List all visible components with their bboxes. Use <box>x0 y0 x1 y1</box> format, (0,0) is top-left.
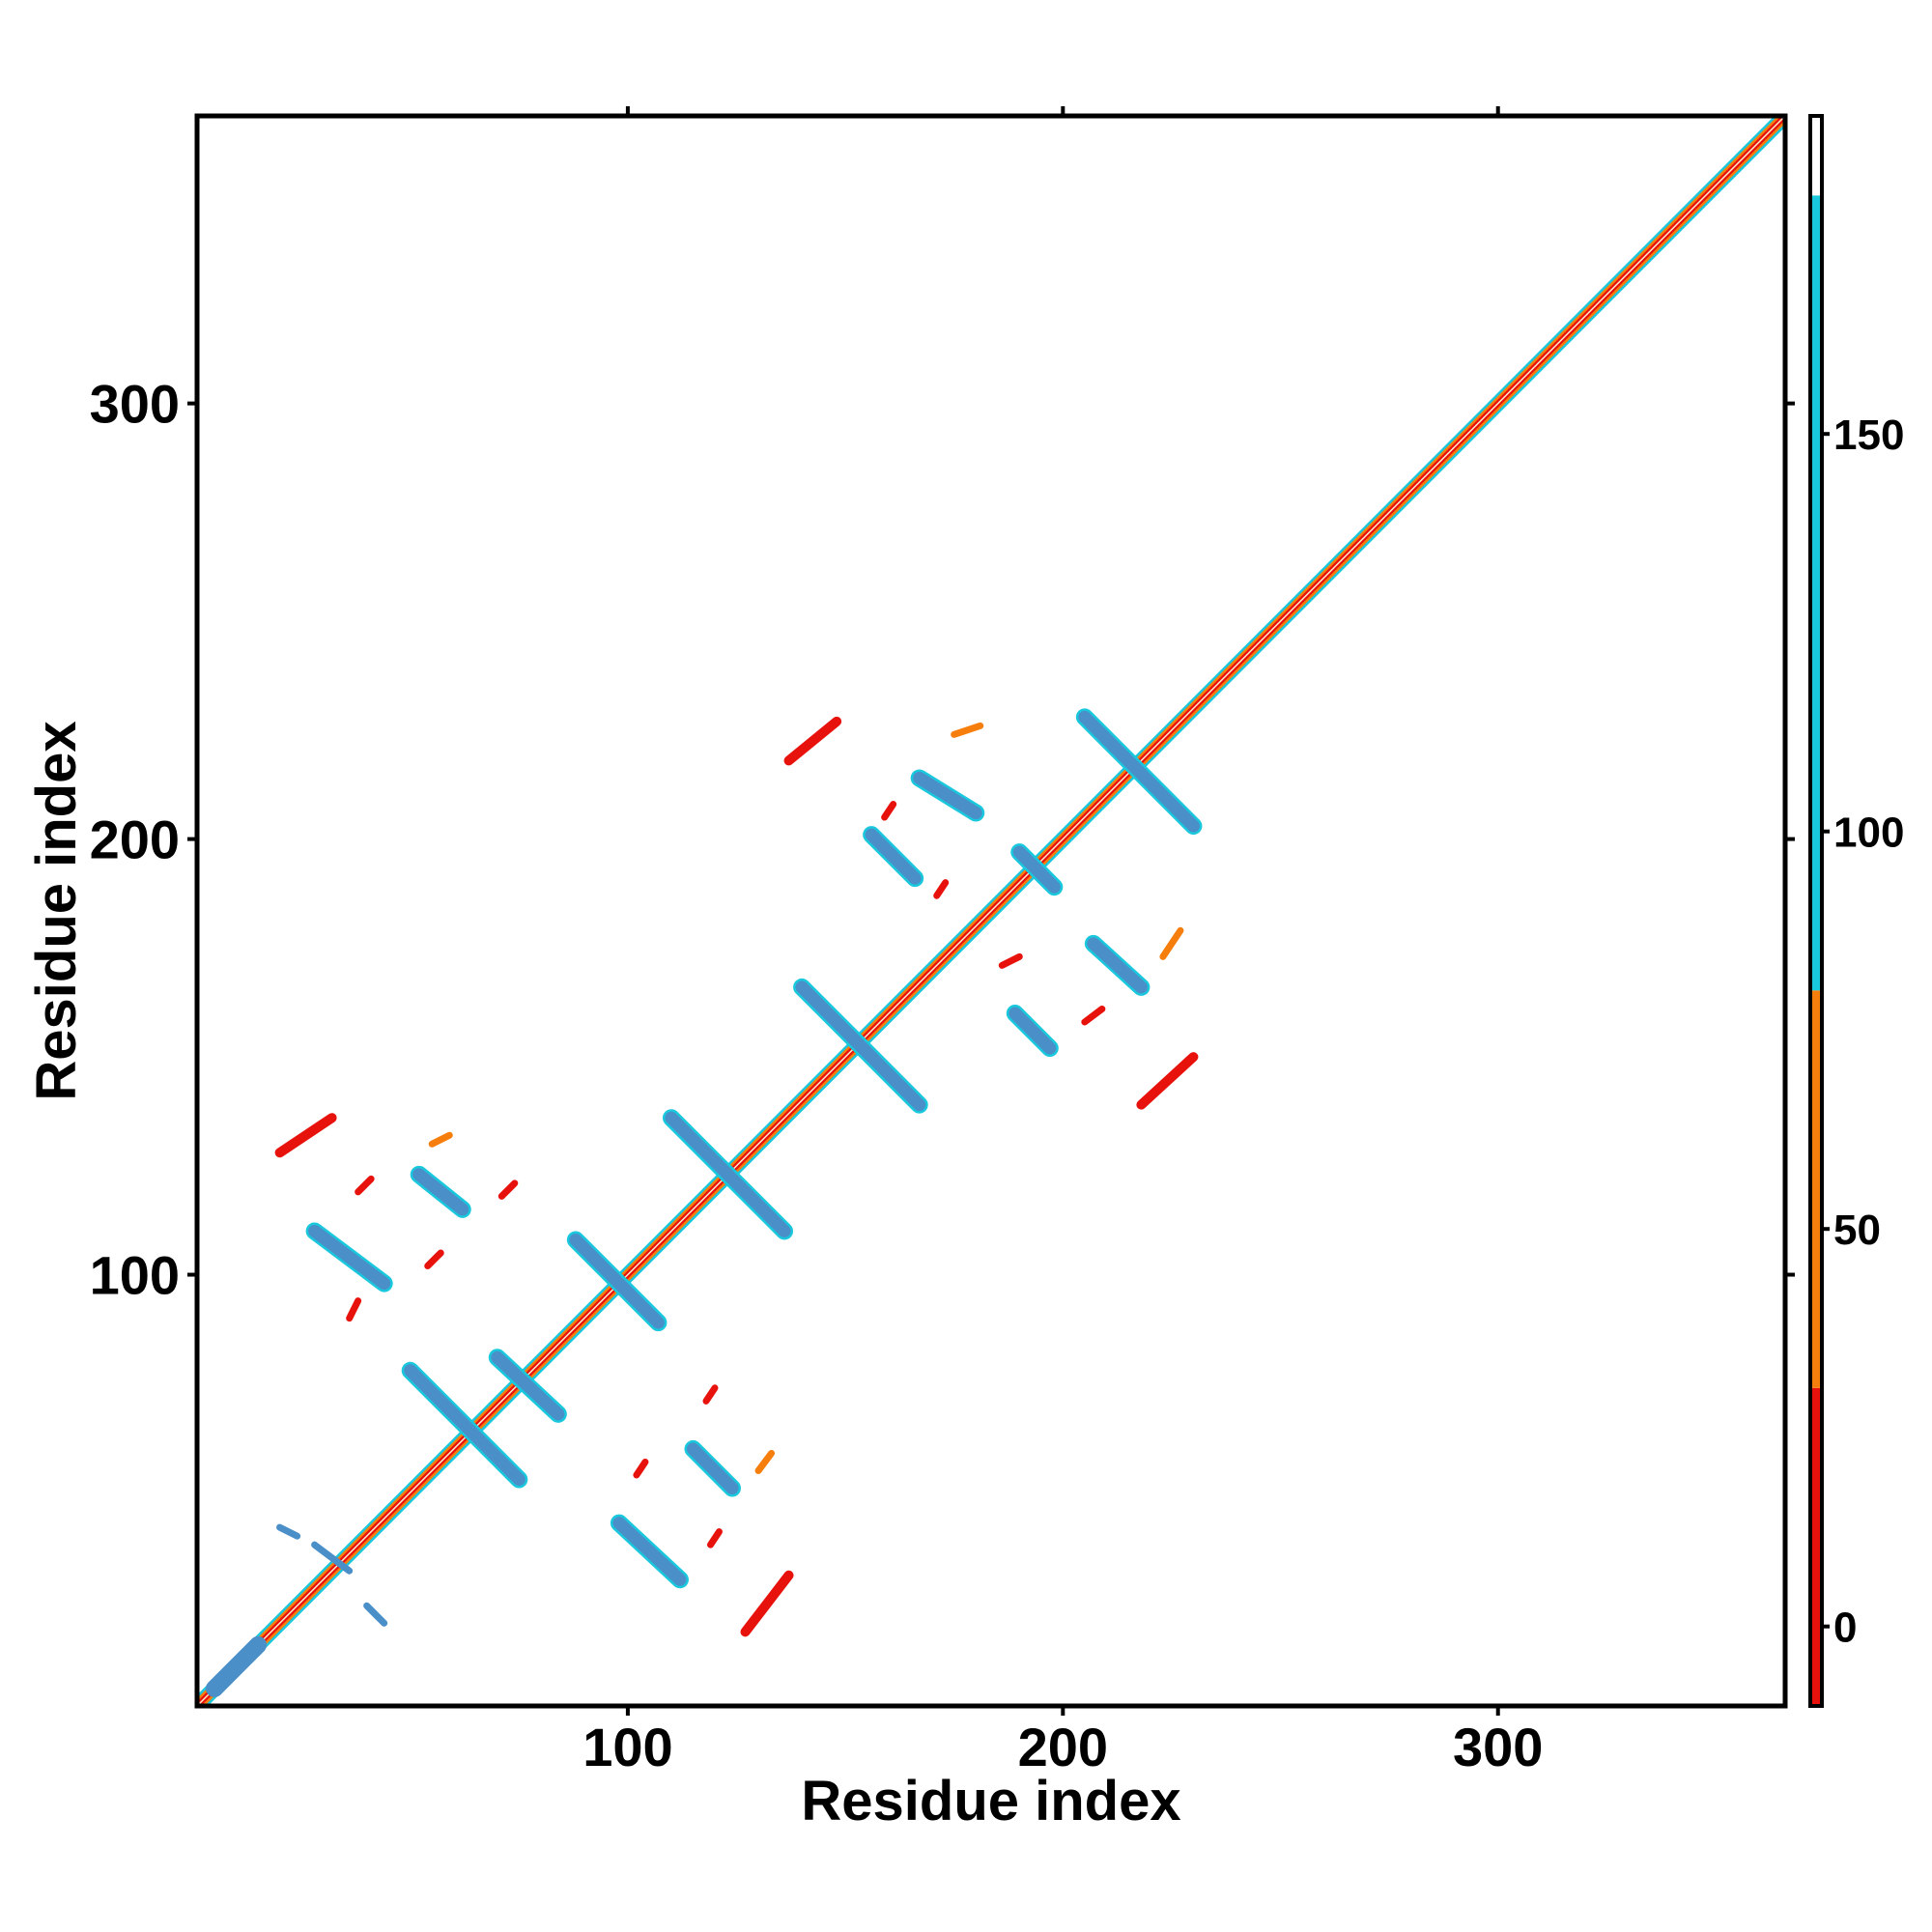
contact-feature-29 <box>702 1384 719 1405</box>
contact-feature-19 <box>274 1113 337 1158</box>
contact-feature-20 <box>428 1131 453 1148</box>
colorbar-frame <box>1808 114 1824 1708</box>
y-axis-label: Residue index <box>25 721 88 1100</box>
colorbar-band-2 <box>1810 195 1822 991</box>
y-tick-label-0: 100 <box>90 1245 180 1306</box>
contact-feature-28 <box>633 1458 649 1479</box>
x-tick-label-0: 100 <box>582 1717 672 1777</box>
contact-feature-27 <box>706 1528 723 1548</box>
colorbar-tick-label-0: 0 <box>1833 1605 1857 1652</box>
colorbar-tick-label-2: 100 <box>1833 810 1904 857</box>
contact-feature-30 <box>783 716 842 766</box>
x-axis-label: Residue index <box>801 1770 1180 1833</box>
contact-feature-31 <box>951 722 984 738</box>
contact-feature-14 <box>686 1442 739 1495</box>
colorbar-tick-labels: 0 50 100 150 <box>1822 412 1904 1652</box>
heatmap-plot-area <box>197 116 1785 1706</box>
contact-feature-7 <box>1012 845 1061 894</box>
contact-feature-5 <box>795 980 926 1112</box>
y-axis-tick-labels: 100 200 300 <box>90 374 180 1306</box>
contact-feature-23 <box>497 1179 519 1200</box>
x-tick-label-1: 200 <box>1018 1717 1108 1777</box>
contact-feature-15 <box>913 771 982 820</box>
contact-feature-22 <box>424 1249 444 1270</box>
x-tick-label-2: 300 <box>1453 1717 1543 1777</box>
contact-feature-2 <box>491 1350 565 1421</box>
contact-feature-36 <box>1081 1005 1106 1026</box>
colorbar-band-1 <box>1810 990 1822 1388</box>
x-axis-tick-labels: 100 200 300 <box>582 1717 1543 1777</box>
colorbar-band-0 <box>1810 1387 1822 1706</box>
contact-feature-11 <box>308 1224 391 1291</box>
contact-feature-35 <box>1159 926 1184 960</box>
contact-feature-0 <box>206 1635 268 1697</box>
plot-frame <box>194 113 1788 1709</box>
contact-feature-13 <box>612 1517 687 1586</box>
axis-ticks <box>187 106 1795 1716</box>
contact-feature-18 <box>1009 1007 1057 1055</box>
contact-feature-1 <box>404 1364 526 1487</box>
diagonal-center-line <box>197 116 1785 1706</box>
contact-feature-3 <box>569 1233 665 1329</box>
contact-feature-33 <box>933 879 950 899</box>
contact-feature-6 <box>1078 710 1200 833</box>
contact-feature-9 <box>363 1602 388 1627</box>
contact-feature-10 <box>311 1541 354 1575</box>
colorbar <box>1808 114 1824 1708</box>
colorbar-band-3 <box>1810 116 1822 196</box>
contact-feature-37 <box>998 952 1023 969</box>
colorbar-tick-label-3: 150 <box>1833 412 1904 459</box>
contact-feature-16 <box>865 828 922 885</box>
contact-feature-25 <box>740 1570 794 1637</box>
contact-feature-34 <box>1136 1052 1199 1110</box>
contact-feature-21 <box>355 1175 375 1196</box>
contact-feature-26 <box>754 1449 776 1474</box>
contact-feature-17 <box>1087 937 1148 994</box>
contact-feature-24 <box>346 1297 362 1322</box>
contact-feature-8 <box>276 1523 301 1540</box>
y-tick-label-2: 300 <box>90 374 180 435</box>
colorbar-tick-label-1: 50 <box>1833 1207 1881 1254</box>
contact-feature-32 <box>881 801 897 821</box>
contact-feature-12 <box>412 1168 469 1216</box>
y-tick-label-1: 200 <box>90 810 180 870</box>
contact-feature-4 <box>665 1111 791 1237</box>
